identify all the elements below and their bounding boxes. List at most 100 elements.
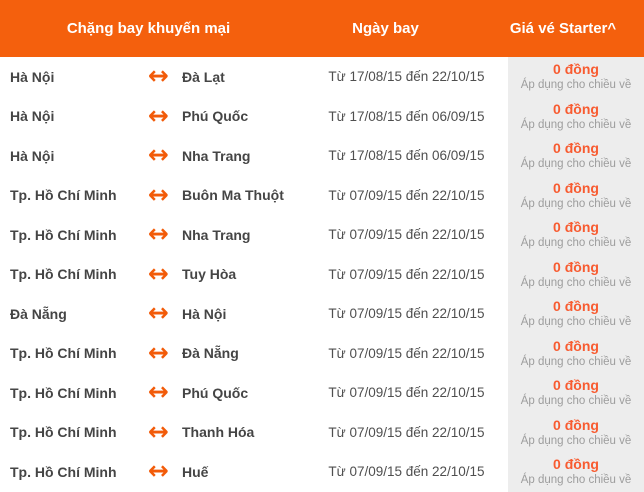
price-value: 0 đồng	[553, 100, 599, 117]
flight-dates: Từ 07/09/15 đến 22/10/15	[328, 227, 485, 243]
price-value: 0 đồng	[553, 258, 599, 275]
origin-city: Tp. Hồ Chí Minh	[10, 384, 117, 401]
flight-dates: Từ 07/09/15 đến 22/10/15	[328, 187, 485, 203]
round-trip-arrow-icon: ↔	[148, 298, 169, 328]
table-body: Hà Nội ↔ Đà Lạt Từ 17/08/15 đến 22/10/15…	[0, 57, 644, 492]
flight-dates: Từ 07/09/15 đến 22/10/15	[328, 266, 485, 282]
price-value: 0 đồng	[553, 219, 599, 236]
fare-row[interactable]: Tp. Hồ Chí Minh ↔ Buôn Ma Thuột Từ 07/09…	[0, 175, 644, 216]
price-cell: 0 đồng Áp dụng cho chiều về	[508, 412, 644, 452]
fare-row[interactable]: Hà Nội ↔ Đà Lạt Từ 17/08/15 đến 22/10/15…	[0, 57, 644, 97]
origin-city: Hà Nội	[10, 68, 55, 85]
price-cell: 0 đồng Áp dụng cho chiều về	[508, 373, 644, 413]
price-cell: 0 đồng Áp dụng cho chiều về	[508, 215, 644, 255]
flight-dates: Từ 17/08/15 đến 06/09/15	[328, 148, 485, 164]
price-value: 0 đồng	[553, 140, 599, 157]
price-note: Áp dụng cho chiều về	[520, 474, 632, 487]
origin-city: Hà Nội	[10, 108, 55, 125]
destination-city: Phú Quốc	[182, 108, 249, 125]
price-cell: 0 đồng Áp dụng cho chiều về	[508, 452, 644, 492]
round-trip-arrow-icon: ↔	[148, 61, 169, 91]
route-cell: Tp. Hồ Chí Minh ↔ Phú Quốc	[0, 373, 305, 413]
route-cell: Hà Nội ↔ Phú Quốc	[0, 97, 305, 137]
fare-row[interactable]: Tp. Hồ Chí Minh ↔ Tuy Hòa Từ 07/09/15 đế…	[0, 254, 644, 295]
flight-dates: Từ 07/09/15 đến 22/10/15	[328, 464, 485, 480]
destination-city: Đà Nẵng	[182, 345, 239, 362]
origin-city: Tp. Hồ Chí Minh	[10, 266, 117, 283]
origin-city: Tp. Hồ Chí Minh	[10, 345, 117, 362]
price-value: 0 đồng	[553, 298, 599, 315]
price-cell: 0 đồng Áp dụng cho chiều về	[508, 96, 644, 136]
round-trip-arrow-icon: ↔	[148, 258, 169, 288]
round-trip-arrow-icon: ↔	[148, 377, 169, 407]
fare-row[interactable]: Tp. Hồ Chí Minh ↔ Nha Trang Từ 07/09/15 …	[0, 215, 644, 255]
price-note: Áp dụng cho chiều về	[520, 395, 632, 408]
price-note: Áp dụng cho chiều về	[520, 79, 632, 92]
route-cell: Đà Nẵng ↔ Hà Nội	[0, 294, 305, 334]
route-cell: Hà Nội ↔ Đà Lạt	[0, 57, 305, 97]
origin-city: Tp. Hồ Chí Minh	[10, 187, 117, 204]
route-cell: Tp. Hồ Chí Minh ↔ Đà Nẵng	[0, 334, 305, 374]
price-cell: 0 đồng Áp dụng cho chiều về	[508, 333, 644, 373]
price-cell: 0 đồng Áp dụng cho chiều về	[508, 175, 644, 215]
flight-dates: Từ 07/09/15 đến 22/10/15	[328, 306, 485, 322]
flight-dates: Từ 17/08/15 đến 22/10/15	[328, 69, 485, 85]
round-trip-arrow-icon: ↔	[148, 337, 169, 367]
route-cell: Tp. Hồ Chí Minh ↔ Huế	[0, 452, 305, 492]
origin-city: Đà Nẵng	[10, 305, 67, 322]
route-cell: Tp. Hồ Chí Minh ↔ Thanh Hóa	[0, 413, 305, 453]
price-value: 0 đồng	[553, 337, 599, 354]
round-trip-arrow-icon: ↔	[148, 456, 169, 486]
destination-city: Nha Trang	[182, 147, 251, 164]
price-note: Áp dụng cho chiều về	[520, 355, 632, 368]
destination-city: Nha Trang	[182, 226, 251, 243]
price-note: Áp dụng cho chiều về	[520, 434, 632, 447]
table-header: Chặng bay khuyến mại Ngày bay Giá vé Sta…	[0, 0, 644, 57]
flight-dates: Từ 17/08/15 đến 06/09/15	[328, 108, 485, 124]
fare-row[interactable]: Hà Nội ↔ Phú Quốc Từ 17/08/15 đến 06/09/…	[0, 96, 644, 137]
flight-dates: Từ 07/09/15 đến 22/10/15	[328, 385, 485, 401]
fare-row[interactable]: Tp. Hồ Chí Minh ↔ Đà Nẵng Từ 07/09/15 đế…	[0, 333, 644, 374]
flight-dates: Từ 07/09/15 đến 22/10/15	[328, 424, 485, 440]
price-note: Áp dụng cho chiều về	[520, 237, 632, 250]
route-cell: Tp. Hồ Chí Minh ↔ Tuy Hòa	[0, 255, 305, 295]
round-trip-arrow-icon: ↔	[148, 179, 169, 209]
price-note: Áp dụng cho chiều về	[520, 158, 632, 171]
destination-city: Đà Lạt	[182, 68, 225, 85]
price-note: Áp dụng cho chiều về	[520, 197, 632, 210]
fare-row[interactable]: Đà Nẵng ↔ Hà Nội Từ 07/09/15 đến 22/10/1…	[0, 294, 644, 334]
price-note: Áp dụng cho chiều về	[520, 118, 632, 131]
price-note: Áp dụng cho chiều về	[520, 316, 632, 329]
fare-row[interactable]: Tp. Hồ Chí Minh ↔ Thanh Hóa Từ 07/09/15 …	[0, 412, 644, 453]
price-cell: 0 đồng Áp dụng cho chiều về	[508, 294, 644, 334]
header-price-column: Giá vé Starter^	[509, 20, 617, 37]
header-date-column: Ngày bay	[352, 20, 419, 37]
destination-city: Phú Quốc	[182, 384, 249, 401]
price-value: 0 đồng	[553, 377, 599, 394]
price-value: 0 đồng	[553, 179, 599, 196]
origin-city: Hà Nội	[10, 147, 55, 164]
destination-city: Buôn Ma Thuột	[182, 187, 284, 204]
price-note: Áp dụng cho chiều về	[520, 276, 632, 289]
round-trip-arrow-icon: ↔	[148, 100, 169, 130]
price-value: 0 đồng	[553, 416, 599, 433]
fare-row[interactable]: Tp. Hồ Chí Minh ↔ Phú Quốc Từ 07/09/15 đ…	[0, 373, 644, 413]
price-cell: 0 đồng Áp dụng cho chiều về	[508, 136, 644, 176]
price-value: 0 đồng	[553, 61, 599, 78]
destination-city: Hà Nội	[182, 305, 227, 322]
origin-city: Tp. Hồ Chí Minh	[10, 424, 117, 441]
route-cell: Tp. Hồ Chí Minh ↔ Nha Trang	[0, 215, 305, 255]
fare-row[interactable]: Tp. Hồ Chí Minh ↔ Huế Từ 07/09/15 đến 22…	[0, 452, 644, 492]
origin-city: Tp. Hồ Chí Minh	[10, 463, 117, 480]
origin-city: Tp. Hồ Chí Minh	[10, 226, 117, 243]
fare-row[interactable]: Hà Nội ↔ Nha Trang Từ 17/08/15 đến 06/09…	[0, 136, 644, 176]
price-cell: 0 đồng Áp dụng cho chiều về	[508, 254, 644, 294]
round-trip-arrow-icon: ↔	[148, 140, 169, 170]
destination-city: Thanh Hóa	[182, 424, 255, 441]
round-trip-arrow-icon: ↔	[148, 416, 169, 446]
destination-city: Tuy Hòa	[182, 266, 237, 283]
header-route-column: Chặng bay khuyến mại	[66, 20, 231, 37]
route-cell: Tp. Hồ Chí Minh ↔ Buôn Ma Thuột	[0, 176, 305, 216]
price-value: 0 đồng	[553, 456, 599, 473]
